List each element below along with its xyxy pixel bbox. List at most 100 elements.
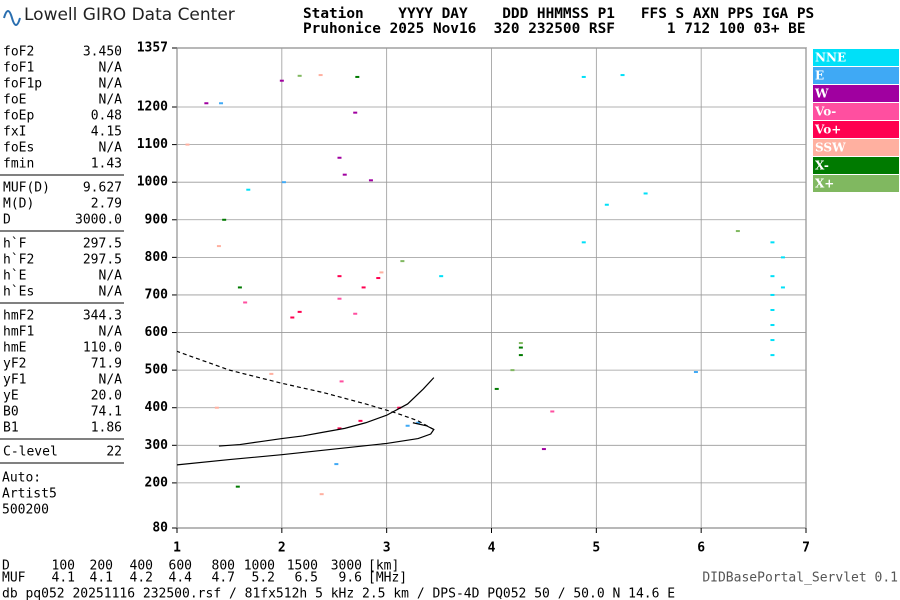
echo-point (358, 419, 363, 422)
param-name: MUF(D) (3, 181, 50, 196)
param-name: yF1 (3, 373, 26, 388)
param-name: hmF2 (3, 309, 34, 324)
y-tick-label: 1000 (137, 175, 168, 190)
echo-point (318, 74, 323, 77)
param-name: M(D) (3, 197, 34, 212)
echo-point (770, 275, 775, 278)
profile-trace (176, 422, 435, 466)
echo-point (550, 410, 555, 413)
legend-label: E (815, 69, 824, 83)
param-value: N/A (99, 77, 123, 92)
param-value: 2.79 (91, 197, 122, 212)
param-value: N/A (99, 61, 123, 76)
echo-point (337, 156, 342, 159)
echo-point (269, 372, 274, 375)
echo-point (541, 448, 546, 451)
legend-swatch (813, 139, 899, 156)
legend-swatch (813, 157, 899, 174)
param-value: 297.5 (83, 253, 122, 268)
echo-point (518, 342, 523, 345)
x-tick-label: 2 (278, 541, 286, 556)
echo-point (405, 424, 410, 427)
echo-point (219, 102, 224, 105)
legend-label: X- (815, 159, 829, 173)
y-tick-label: 80 (152, 521, 168, 536)
param-value: N/A (99, 141, 123, 156)
param-value: 74.1 (91, 405, 122, 420)
distance: 3000 (331, 559, 362, 574)
legend-label: SSW (815, 141, 846, 155)
echo-point (604, 203, 609, 206)
y-tick-label: 1100 (137, 137, 168, 152)
echo-point (518, 346, 523, 349)
profile-trace (218, 377, 435, 447)
echo-point (780, 256, 785, 259)
echo-point (342, 173, 347, 176)
auto-info: 500200 (2, 503, 49, 518)
echo-point (339, 380, 344, 383)
param-value: N/A (99, 373, 123, 388)
param-name: fxI (3, 125, 26, 140)
muf-value: 9.6 (339, 571, 362, 586)
param-value: 344.3 (83, 309, 122, 324)
echo-point (494, 387, 499, 390)
header-line: Station YYYY DAY DDD HHMMSS P1 FFS S AXN… (303, 6, 814, 22)
echo-point (770, 293, 775, 296)
echo-point (216, 245, 221, 248)
muf-row-label: MUF (2, 571, 26, 586)
echo-point (770, 324, 775, 327)
param-name: D (3, 213, 11, 228)
param-value: 71.9 (91, 357, 122, 372)
echo-point (204, 102, 209, 105)
param-name: yF2 (3, 357, 26, 372)
param-value: 3.450 (83, 45, 122, 60)
echo-point (416, 421, 421, 424)
unit: [km] (368, 559, 399, 574)
param-value: 297.5 (83, 237, 122, 252)
param-name: h`F (3, 237, 27, 252)
param-name: hmE (3, 341, 26, 356)
echo-point (620, 74, 625, 77)
echo-point (281, 181, 286, 184)
legend-label: Vo+ (814, 123, 841, 137)
echo-point (353, 312, 358, 315)
distance: 200 (90, 559, 113, 574)
legend-swatch (813, 121, 899, 138)
echo-point (214, 406, 219, 409)
echo-point (770, 308, 775, 311)
y-tick-label: 900 (145, 212, 169, 227)
echo-point (319, 493, 324, 496)
x-tick-label: 5 (592, 541, 600, 556)
echo-point (368, 179, 373, 182)
legend-label: Vo- (814, 105, 836, 119)
echo-point (246, 188, 251, 191)
param-value: 110.0 (83, 341, 122, 356)
distance: 600 (169, 559, 192, 574)
y-tick-label: 600 (145, 325, 169, 340)
echo-point (185, 143, 190, 146)
distance: 100 (52, 559, 75, 574)
param-name: h`E (3, 269, 26, 284)
header-line: Pruhonice 2025 Nov16 320 232500 RSF 1 71… (303, 21, 806, 37)
y-tick-label: 1200 (137, 100, 168, 115)
y-tick-label: 800 (145, 250, 169, 265)
param-value: 0.48 (91, 109, 122, 124)
y-tick-label: 500 (145, 363, 169, 378)
echo-point (770, 354, 775, 357)
legend-swatch (813, 49, 899, 66)
param-value: N/A (99, 285, 123, 300)
unit: [MHz] (368, 571, 407, 586)
param-value: 20.0 (91, 389, 122, 404)
x-tick-label: 3 (383, 541, 391, 556)
logo-icon (3, 10, 21, 26)
param-value: 3000.0 (75, 213, 122, 228)
muf-value: 5.2 (252, 571, 275, 586)
legend-label: W (814, 87, 829, 101)
param-name: foEs (3, 141, 34, 156)
echo-point (510, 369, 515, 372)
distance: 800 (212, 559, 235, 574)
y-tick-label: 200 (145, 475, 169, 490)
echo-point (222, 218, 227, 221)
echo-point (334, 463, 339, 466)
